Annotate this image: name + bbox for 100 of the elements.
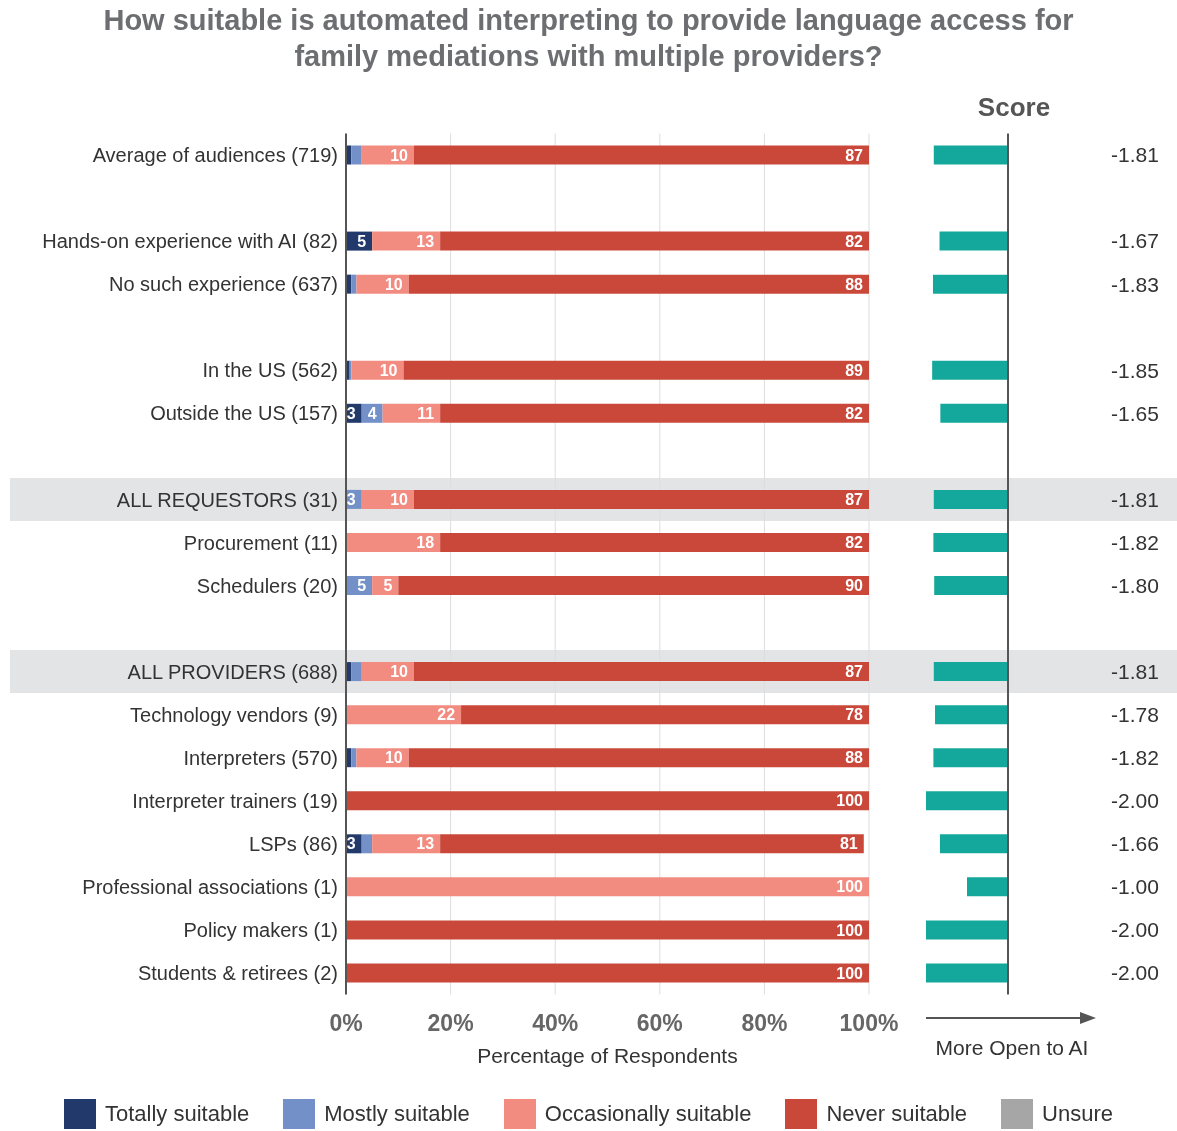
bar [413,145,869,165]
data-label: -1.83 [1111,272,1159,296]
y-tick-label: Professional associations (1) [82,875,338,898]
x-tick-label: 80% [741,1009,788,1036]
data-label: 5 [383,577,393,595]
data-label: 5 [357,232,367,250]
data-label: 88 [845,749,864,767]
bar [351,662,362,682]
data-label: 82 [845,534,864,552]
data-label: 90 [845,577,864,595]
data-label: -2.00 [1111,961,1159,985]
data-label: 10 [384,749,403,767]
y-tick-label: Schedulers (20) [196,574,338,597]
y-tick-label: Technology vendors (9) [130,703,338,726]
data-label: 87 [845,146,864,164]
data-label: 10 [390,491,409,508]
data-label: 82 [845,232,864,250]
data-label: 100 [836,921,864,939]
data-label: 87 [845,491,864,508]
bar [346,532,441,552]
data-label: 82 [845,404,864,422]
bar [408,274,869,294]
data-label: -1.82 [1111,530,1159,554]
x-tick-label: 40% [532,1009,579,1036]
data-label: 87 [845,663,864,681]
x-axis-title: More Open to AI [934,1036,1090,1060]
data-label: 18 [416,534,435,552]
data-label: -1.81 [1111,487,1159,511]
data-label: 10 [390,663,409,681]
bar [346,877,869,897]
data-label: -1.78 [1111,703,1159,726]
y-tick-label: ALL PROVIDERS (688) [127,660,338,683]
x-axis-title: Percentage of Respondents [477,1044,738,1068]
y-tick-label: No such experience (637) [108,273,338,296]
bar [346,963,869,983]
y-tick-label: Students & retirees (2) [137,962,338,985]
data-label: -1.65 [1111,401,1159,425]
bar [440,403,869,423]
bar [398,576,869,595]
y-tick-label: Policy makers (1) [183,919,338,942]
data-label: -1.82 [1111,746,1159,770]
data-label: 88 [845,275,864,293]
legend-label: Unsure [1042,1101,1114,1127]
bar [346,920,869,940]
bar [351,274,357,294]
data-label: 3 [346,835,356,853]
data-label: 81 [839,835,858,853]
y-tick-label: Interpreters (570) [183,746,338,769]
y-tick-label: Interpreter trainers (19) [132,789,338,812]
x-tick-label: 60% [636,1009,683,1036]
chart-title: Score [976,92,1052,123]
data-label: -2.00 [1111,789,1159,813]
legend-label: Occasionally suitable [544,1101,752,1127]
data-label: 10 [390,146,409,164]
data-label: -2.00 [1111,918,1159,942]
data-label: -1.80 [1111,573,1159,597]
bar [413,662,869,682]
x-tick-label: 20% [427,1009,474,1036]
data-label: 100 [836,964,864,982]
data-label: 3 [346,491,356,508]
y-tick-label: LSPs (86) [249,832,338,855]
bar [346,791,869,811]
data-label: 3 [346,404,356,422]
x-tick-label: 0% [329,1009,363,1036]
data-label: 100 [836,878,864,896]
data-label: 11 [417,404,435,422]
bar [351,748,357,768]
bar [440,834,864,854]
bar [403,360,869,380]
data-label: 5 [357,577,367,595]
bar [440,231,869,251]
y-tick-label: ALL REQUESTORS (31) [116,488,338,511]
data-label: 13 [416,835,435,853]
y-tick-label: In the US (562) [202,359,338,382]
data-label: -1.66 [1111,832,1159,856]
data-label: 100 [836,792,864,810]
data-label: -1.67 [1111,229,1159,253]
y-tick-label: Outside the US (157) [150,402,338,425]
data-label: 89 [845,361,864,379]
bar [413,489,869,509]
bar [351,145,362,165]
data-label: -1.00 [1111,875,1159,899]
data-label: 13 [416,232,435,250]
data-label: 10 [384,275,403,293]
data-label: 78 [845,706,864,724]
chart-title: How suitable is automated interpreting to provide language access for family mediations with multiple providers? [102,3,1075,74]
bar [461,705,869,725]
bar [440,532,869,552]
legend-label: Never suitable [826,1101,968,1127]
y-tick-label: Average of audiences (719) [92,144,338,167]
data-label: -1.81 [1111,659,1159,683]
y-tick-label: Hands-on experience with AI (82) [42,230,338,253]
data-label: 10 [379,361,398,379]
bar [346,705,462,725]
bar [408,748,869,768]
y-tick-label: Procurement (11) [183,531,338,554]
x-tick-label: 100% [839,1009,899,1036]
data-label: -1.85 [1111,358,1159,382]
data-label: 22 [437,706,456,724]
bar [361,834,373,854]
